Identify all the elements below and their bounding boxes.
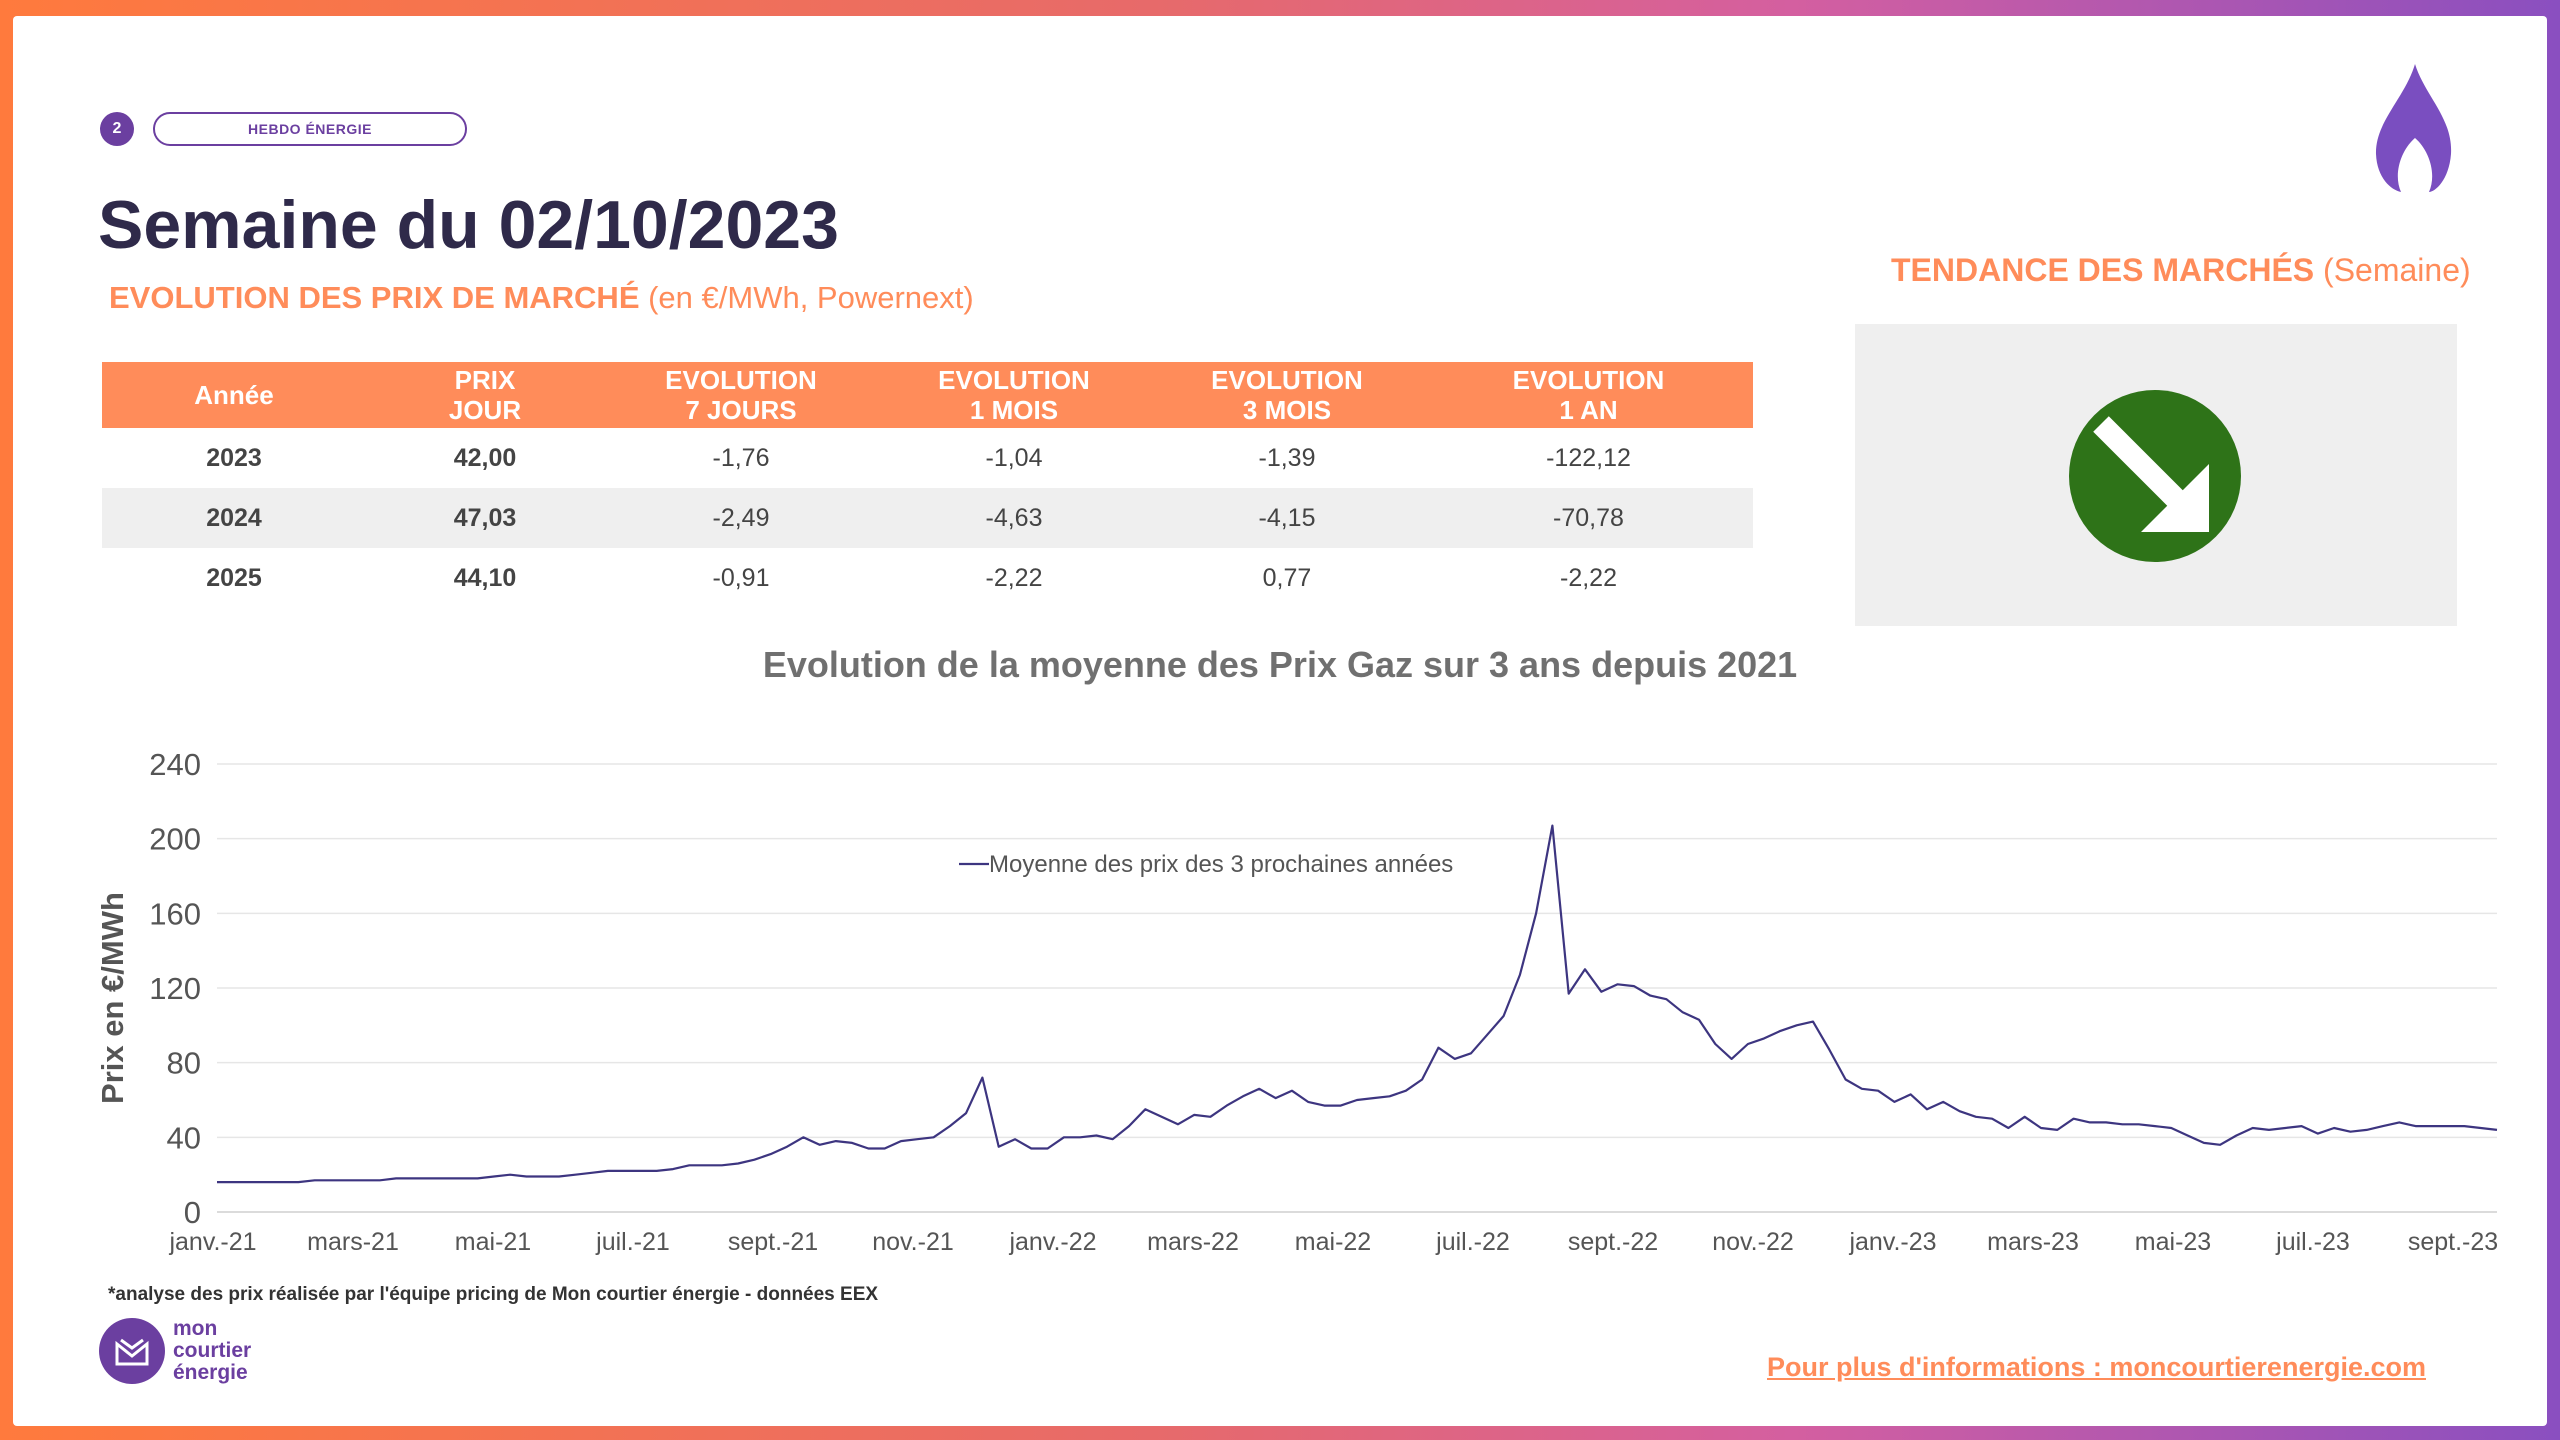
cell-evo-1m: -1,04: [985, 443, 1043, 472]
trend-panel: [1855, 324, 2457, 626]
slide: 2 HEBDO ÉNERGIE Semaine du 02/10/2023 EV…: [13, 16, 2547, 1426]
cell-year: 2025: [206, 563, 262, 592]
page-title: Semaine du 02/10/2023: [98, 187, 839, 263]
x-tick-label: mars-21: [307, 1228, 399, 1256]
cell-evo-3m: -4,15: [1150, 488, 1424, 548]
cell-price: 42,00: [453, 443, 517, 472]
y-tick-label: 40: [167, 1120, 201, 1155]
cell-evo-3m: 0,77: [1262, 563, 1312, 592]
x-tick-label: janv.-23: [1848, 1228, 1936, 1256]
col-header-3m: EVOLUTION 3 MOIS: [1150, 362, 1424, 428]
subtitle-rest: (en €/MWh, Powernext): [639, 280, 974, 315]
more-info-link[interactable]: Pour plus d'informations : moncourtieren…: [1767, 1352, 2426, 1382]
trend-title-rest: (Semaine): [2314, 252, 2471, 288]
x-tick-label: mai-21: [455, 1228, 531, 1256]
y-axis-label: Prix en €/MWh: [95, 892, 130, 1104]
col-header-1m: EVOLUTION 1 MOIS: [878, 362, 1150, 428]
cell-evo-3m: -1,39: [1258, 443, 1316, 472]
cell-evo-7j: -0,91: [712, 563, 770, 592]
x-tick-label: mars-22: [1147, 1228, 1239, 1256]
cell-price: 47,03: [366, 488, 604, 548]
series-line: [217, 824, 2498, 1184]
chart-title: Evolution de la moyenne des Prix Gaz sur…: [762, 644, 1798, 685]
footnote: *analyse des prix réalisée par l'équipe …: [108, 1284, 879, 1305]
trend-down-icon: [2069, 390, 2241, 562]
x-tick-label: sept.-22: [1568, 1228, 1658, 1256]
table-header-row: Année PRIX JOUR EVOLUTION 7 JOURS EVOLUTIO…: [102, 362, 1753, 428]
cell-year: 2023: [206, 443, 262, 472]
x-tick-label: nov.-21: [872, 1228, 954, 1256]
cell-year: 2024: [102, 488, 366, 548]
x-tick-label: juil.-23: [2275, 1228, 2350, 1256]
table-row: 2023 42,00 -1,76 -1,04 -1,39 -122,12: [102, 428, 1753, 488]
price-line-chart: 0 40 80 120 160 200 240 janv.-21 mars-21 mai-21 ju…: [95, 747, 2498, 1256]
col-header-prix: PRIX JOUR: [366, 362, 604, 428]
cell-evo-1an: -122,12: [1546, 443, 1631, 472]
x-tick-label: sept.-23: [2408, 1228, 2498, 1256]
trend-title: TENDANCE DES MARCHÉS (Semaine): [1891, 252, 2471, 289]
cell-evo-1m: -2,22: [985, 563, 1043, 592]
page-number-badge: 2: [100, 112, 134, 146]
subtitle-bold: EVOLUTION DES PRIX DE MARCHÉ: [109, 280, 640, 315]
x-tick-label: mai-22: [1295, 1228, 1371, 1256]
flame-icon: [2375, 64, 2452, 192]
cell-evo-1m: -4,63: [878, 488, 1150, 548]
y-tick-label: 0: [184, 1195, 201, 1230]
trend-title-bold: TENDANCE DES MARCHÉS: [1891, 252, 2315, 288]
cell-evo-7j: -1,76: [712, 443, 770, 472]
x-tick-label: nov.-22: [1712, 1228, 1794, 1256]
tag-pill: HEBDO ÉNERGIE: [153, 112, 467, 146]
legend-label: Moyenne des prix des 3 prochaines années: [989, 851, 1453, 878]
x-tick-label: janv.-22: [1008, 1228, 1096, 1256]
x-tick-label: juil.-22: [1435, 1228, 1510, 1256]
x-tick-label: mai-23: [2135, 1228, 2211, 1256]
x-tick-label: janv.-21: [168, 1228, 256, 1256]
arrow-down-right-icon: [2093, 416, 2209, 532]
col-header-1an: EVOLUTION 1 AN: [1424, 362, 1753, 428]
x-tick-label: juil.-21: [595, 1228, 670, 1256]
cell-price: 44,10: [453, 563, 517, 592]
price-table: Année PRIX JOUR EVOLUTION 7 JOURS EVOLUTIO…: [102, 362, 1753, 608]
table-row: 2025 44,10 -0,91 -2,22 0,77 -2,22: [102, 548, 1753, 608]
y-tick-label: 240: [149, 747, 201, 782]
cell-evo-1an: -70,78: [1424, 488, 1753, 548]
x-tick-label: mars-23: [1987, 1228, 2079, 1256]
cell-evo-7j: -2,49: [604, 488, 878, 548]
y-tick-label: 160: [149, 896, 201, 931]
cell-evo-1an: -2,22: [1560, 563, 1617, 592]
y-tick-label: 200: [149, 822, 201, 857]
y-tick-label: 80: [167, 1046, 201, 1081]
brand-logo-text: mon courtier énergie: [173, 1317, 252, 1384]
y-tick-label: 120: [149, 971, 201, 1006]
x-tick-label: sept.-21: [728, 1228, 818, 1256]
col-header-year: Année: [102, 362, 366, 428]
table-row: 2024 47,03 -2,49 -4,63 -4,15 -70,78: [102, 488, 1753, 548]
col-header-7j: EVOLUTION 7 JOURS: [604, 362, 878, 428]
brand-logo-icon: [99, 1318, 165, 1384]
section-subtitle: EVOLUTION DES PRIX DE MARCHÉ (en €/MWh, …: [109, 280, 974, 316]
